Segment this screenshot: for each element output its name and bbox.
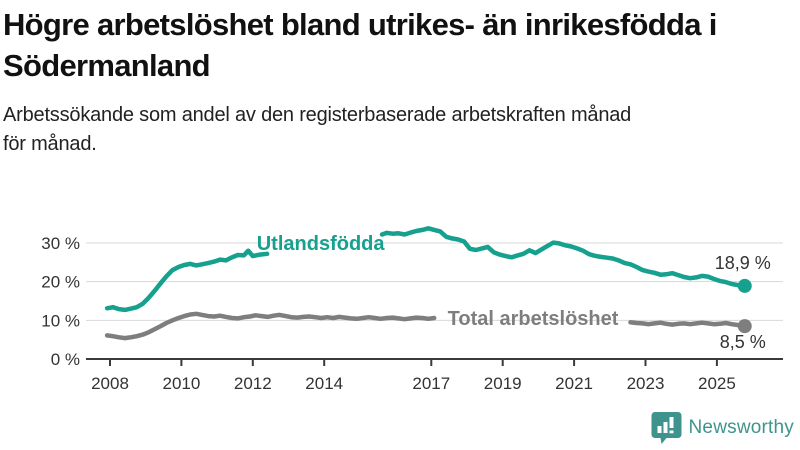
x-tick-label-2012: 2012 xyxy=(234,374,272,393)
x-tick-label-2023: 2023 xyxy=(627,374,665,393)
page-title: Högre arbetslöshet bland utrikes- än inr… xyxy=(3,4,797,86)
x-tick-label-2008: 2008 xyxy=(91,374,129,393)
newsworthy-logo-icon xyxy=(651,412,682,444)
title-line-2: Södermanland xyxy=(3,48,211,83)
x-tick-label-2017: 2017 xyxy=(412,374,450,393)
x-tick-label-2019: 2019 xyxy=(484,374,522,393)
subtitle-line-1: Arbetssökande som andel av den registerb… xyxy=(3,104,632,126)
newsworthy-logo-text: Newsworthy xyxy=(688,417,794,438)
end-value-label-total-arbetsl-shet: 8,5 % xyxy=(720,332,766,352)
series-label-utlandsf-dda: Utlandsfödda xyxy=(257,233,386,255)
title-line-1: Högre arbetslöshet bland utrikes- än inr… xyxy=(3,7,717,42)
x-tick-label-2025: 2025 xyxy=(698,374,736,393)
chart-line-total-arbetsl-shet-seg0 xyxy=(104,311,437,341)
chart-subtitle: Arbetssökande som andel av den registerb… xyxy=(3,101,797,159)
x-tick-label-2010: 2010 xyxy=(162,374,200,393)
x-tick-label-2021: 2021 xyxy=(555,374,593,393)
chart-line-total-arbetsl-shet-seg1 xyxy=(628,320,747,329)
y-tick-label-30: 30 % xyxy=(41,234,80,253)
y-tick-label-10: 10 % xyxy=(41,311,80,330)
x-tick-label-2014: 2014 xyxy=(305,374,343,393)
chart-line-utlandsf-dda-seg0 xyxy=(104,248,270,313)
end-value-label-utlandsf-dda: 18,9 % xyxy=(715,253,771,273)
series-label-total-arbetsl-shet: Total arbetslöshet xyxy=(448,308,619,330)
y-tick-label-20: 20 % xyxy=(41,273,80,292)
chart-header: Högre arbetslöshet bland utrikes- än inr… xyxy=(3,4,797,159)
newsworthy-logo[interactable]: Newsworthy xyxy=(651,411,794,445)
y-tick-label-0: 0 % xyxy=(51,350,80,369)
chart-line-utlandsf-dda-seg1 xyxy=(379,226,747,289)
end-dot-total-arbetsl-shet xyxy=(737,319,752,334)
end-dot-utlandsf-dda xyxy=(737,278,752,293)
subtitle-line-2: för månad. xyxy=(3,133,97,155)
